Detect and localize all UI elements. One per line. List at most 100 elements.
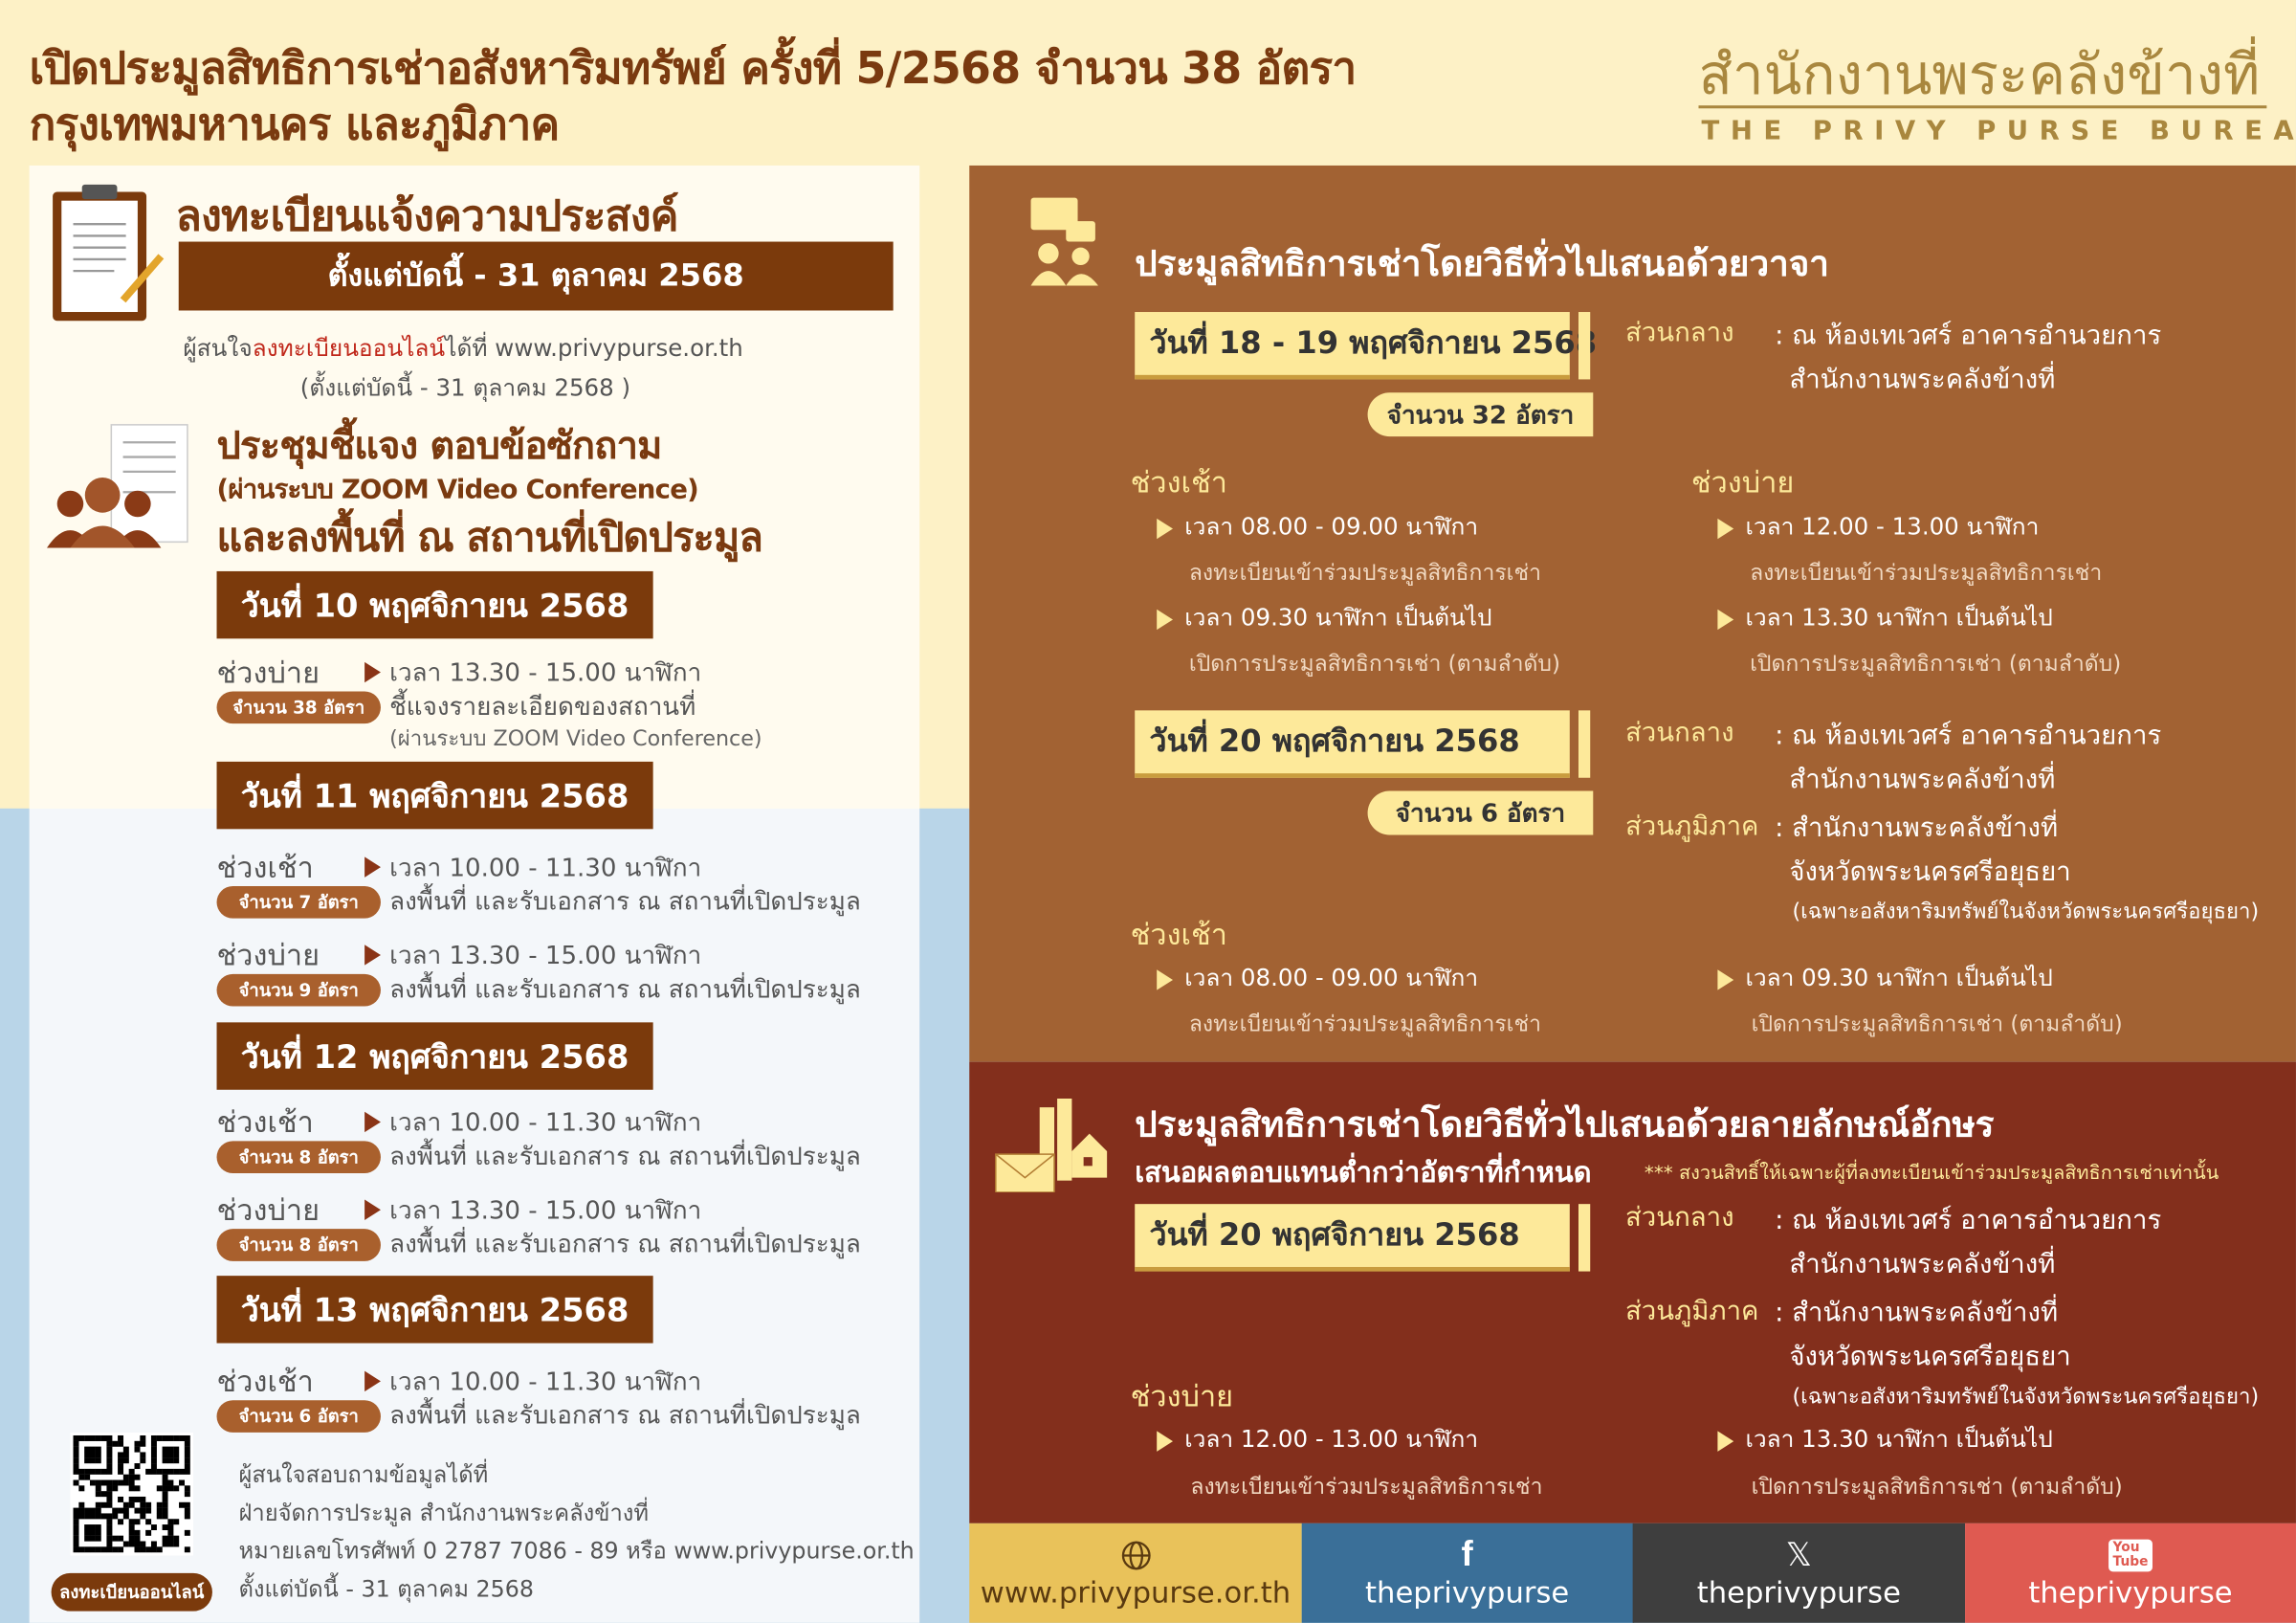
arrow-icon bbox=[364, 660, 381, 688]
time-text: เวลา 08.00 - 09.00 นาฬิกา bbox=[1184, 964, 1479, 992]
count-badge: จำนวน 9 อัตรา bbox=[216, 973, 381, 1007]
count-badge: จำนวน 38 อัตรา bbox=[216, 691, 381, 724]
schedule-item-time: เวลา 09.30 นาฬิกา เป็นต้นไป bbox=[1717, 961, 2053, 997]
meeting-icon bbox=[46, 424, 188, 548]
session-date-bar: วันที่ 10 พฤศจิกายน 2568 bbox=[216, 570, 653, 639]
schedule-item-desc: ลงทะเบียนเข้าร่วมประมูลสิทธิการเช่า bbox=[1188, 1011, 1542, 1037]
page-title-line2: กรุงเทพมหานคร และภูมิภาค bbox=[29, 100, 561, 151]
meeting-title-2: และลงพื้นที่ ณ สถานที่เปิดประมูล bbox=[216, 515, 763, 562]
date-box: วันที่ 20 พฤศจิกายน 2568 bbox=[1135, 710, 1570, 778]
schedule-item-desc: เปิดการประมูลสิทธิการเช่า (ตามลำดับ) bbox=[1751, 1011, 2123, 1037]
period-label: ช่วงเช้า bbox=[1130, 917, 1227, 952]
location-text: : สำนักงานพระคลังข้างที่ bbox=[1775, 812, 2059, 844]
arrow-icon bbox=[1717, 518, 1734, 539]
arrow-icon bbox=[1157, 1430, 1174, 1452]
sealed-note: *** สงวนสิทธิ์ให้เฉพาะผู้ที่ลงทะเบียนเข้… bbox=[1644, 1163, 2219, 1186]
location-note: (เฉพาะอสังหาริมทรัพย์ในจังหวัดพระนครศรีอ… bbox=[1792, 900, 2260, 924]
slot-desc-2: (ผ่านระบบ ZOOM Video Conference) bbox=[389, 727, 762, 752]
count-badge: จำนวน 32 อัตรา bbox=[1367, 392, 1594, 437]
sealed-title: ประมูลสิทธิการเช่าโดยวิธีทั่วไปเสนอด้วยล… bbox=[1135, 1104, 1995, 1145]
schedule-item-time: เวลา 12.00 - 13.00 นาฬิกา bbox=[1157, 1422, 1478, 1458]
count-badge: จำนวน 7 อัตรา bbox=[216, 886, 381, 919]
date-box-accent bbox=[1578, 312, 1591, 380]
qr-code[interactable] bbox=[70, 1432, 194, 1556]
date-box: วันที่ 20 พฤศจิกายน 2568 bbox=[1135, 1204, 1570, 1272]
schedule-item-desc: ลงทะเบียนเข้าร่วมประมูลสิทธิการเช่า bbox=[1188, 559, 1542, 587]
schedule-item-desc: เปิดการประมูลสิทธิการเช่า (ตามลำดับ) bbox=[1188, 650, 1560, 678]
footer-label: theprivypurse bbox=[1365, 1574, 1570, 1611]
contact-line: ผู้สนใจสอบถามข้อมูลได้ที่ bbox=[238, 1461, 489, 1489]
schedule-item-time: เวลา 13.30 นาฬิกา เป็นต้นไป bbox=[1717, 1422, 2053, 1458]
slot-time: เวลา 13.30 - 15.00 นาฬิกา bbox=[389, 942, 702, 971]
date-box-accent bbox=[1578, 1204, 1591, 1272]
facebook-icon: f bbox=[1461, 1535, 1473, 1575]
slot-desc: ชี้แจงรายละเอียดของสถานที่ bbox=[389, 692, 696, 723]
period-label: ช่วงบ่าย bbox=[1130, 1378, 1234, 1414]
register-online-link[interactable]: ลงทะเบียนออนไลน์ bbox=[252, 333, 446, 363]
schedule-item-time: เวลา 09.30 นาฬิกา เป็นต้นไป bbox=[1157, 601, 1492, 637]
schedule-item-time: เวลา 12.00 - 13.00 นาฬิกา bbox=[1717, 510, 2039, 546]
footer-link-globe[interactable]: www.privypurse.or.th bbox=[969, 1523, 1302, 1623]
period-label: ช่วงเช้า bbox=[216, 849, 314, 885]
location-text: : ณ ห้องเทเวศร์ อาคารอำนวยการ bbox=[1775, 321, 2162, 352]
location-text: : สำนักงานพระคลังข้างที่ bbox=[1775, 1298, 2059, 1329]
location-text: สำนักงานพระคลังข้างที่ bbox=[1789, 1249, 2056, 1280]
arrow-icon bbox=[364, 1110, 381, 1138]
time-text: เวลา 09.30 นาฬิกา เป็นต้นไป bbox=[1184, 603, 1492, 632]
slot-desc: ลงพื้นที่ และรับเอกสาร ณ สถานที่เปิดประม… bbox=[389, 975, 861, 1005]
arrow-icon bbox=[364, 1198, 381, 1226]
slot-time: เวลา 13.30 - 15.00 นาฬิกา bbox=[389, 1196, 702, 1227]
arrow-icon bbox=[1157, 518, 1174, 539]
location-label: ส่วนกลาง bbox=[1624, 717, 1734, 749]
footer-link-facebook[interactable]: f theprivypurse bbox=[1300, 1523, 1634, 1623]
left-panel bbox=[29, 165, 920, 1623]
register-title: ลงทะเบียนแจ้งความประสงค์ bbox=[175, 189, 679, 241]
envelope-building-icon bbox=[995, 1098, 1108, 1192]
register-online-button[interactable]: ลงทะเบียนออนไลน์ bbox=[51, 1572, 212, 1612]
logo-english: THE PRIVY PURSE BUREAU bbox=[1701, 115, 2296, 147]
register-note-2: (ตั้งแต่บัดนี้ - 31 ตุลาคม 2568 ) bbox=[299, 373, 631, 402]
arrow-icon bbox=[364, 856, 381, 883]
location-label: ส่วนกลาง bbox=[1624, 1202, 1734, 1234]
arrow-icon bbox=[1717, 968, 1734, 989]
schedule-item-desc: เปิดการประมูลสิทธิการเช่า (ตามลำดับ) bbox=[1751, 1473, 2123, 1501]
slot-desc: ลงพื้นที่ และรับเอกสาร ณ สถานที่เปิดประม… bbox=[389, 887, 861, 918]
footer-label: theprivypurse bbox=[1696, 1574, 1901, 1611]
location-label: ส่วนภูมิภาค bbox=[1624, 811, 1759, 843]
contact-line: ตั้งแต่บัดนี้ - 31 ตุลาคม 2568 bbox=[238, 1575, 534, 1603]
time-text: เวลา 08.00 - 09.00 นาฬิกา bbox=[1184, 512, 1479, 541]
meeting-subtitle: (ผ่านระบบ ZOOM Video Conference) bbox=[216, 474, 699, 506]
time-text: เวลา 12.00 - 13.00 นาฬิกา bbox=[1745, 512, 2040, 541]
clipboard-icon bbox=[53, 184, 165, 322]
location-label: ส่วนกลาง bbox=[1624, 318, 1734, 349]
arrow-icon bbox=[1157, 968, 1174, 989]
register-note-pre: ผู้สนใจ bbox=[183, 333, 253, 363]
slot-time: เวลา 10.00 - 11.30 นาฬิกา bbox=[389, 854, 702, 883]
sealed-auction-panel bbox=[969, 1061, 2296, 1523]
arrow-icon bbox=[364, 1369, 381, 1397]
count-badge: จำนวน 6 อัตรา bbox=[1367, 790, 1594, 835]
arrow-icon bbox=[364, 944, 381, 971]
globe-icon bbox=[1119, 1537, 1152, 1575]
sealed-subtitle: เสนอผลตอบแทนต่ำกว่าอัตราที่กำหนด bbox=[1135, 1157, 1592, 1189]
schedule-item-desc: ลงทะเบียนเข้าร่วมประมูลสิทธิการเช่า bbox=[1190, 1473, 1543, 1501]
youtube-icon: You Tube bbox=[2108, 1537, 2153, 1575]
period-label: ช่วงบ่าย bbox=[216, 1191, 320, 1228]
schedule-item-time: เวลา 08.00 - 09.00 นาฬิกา bbox=[1157, 961, 1478, 997]
register-note-post: ได้ที่ www.privypurse.or.th bbox=[445, 333, 743, 363]
session-date-bar: วันที่ 12 พฤศจิกายน 2568 bbox=[216, 1022, 653, 1090]
footer-label: theprivypurse bbox=[2028, 1574, 2233, 1611]
arrow-icon bbox=[1157, 608, 1174, 630]
time-text: เวลา 13.30 นาฬิกา เป็นต้นไป bbox=[1745, 603, 2053, 632]
slot-time: เวลา 10.00 - 11.30 นาฬิกา bbox=[389, 1367, 702, 1398]
location-text: : ณ ห้องเทเวศร์ อาคารอำนวยการ bbox=[1775, 1205, 2162, 1236]
slot-time: เวลา 13.30 - 15.00 นาฬิกา bbox=[389, 658, 702, 689]
footer-link-youtube[interactable]: You Tube theprivypurse bbox=[1964, 1523, 2296, 1623]
meeting-title: ประชุมชี้แจง ตอบข้อซักถาม bbox=[216, 424, 663, 469]
location-note: (เฉพาะอสังหาริมทรัพย์ในจังหวัดพระนครศรีอ… bbox=[1792, 1385, 2260, 1410]
register-note: ผู้สนใจลงทะเบียนออนไลน์ได้ที่ www.privyp… bbox=[183, 331, 742, 367]
period-label: ช่วงเช้า bbox=[1130, 464, 1227, 500]
arrow-icon bbox=[1717, 608, 1734, 630]
